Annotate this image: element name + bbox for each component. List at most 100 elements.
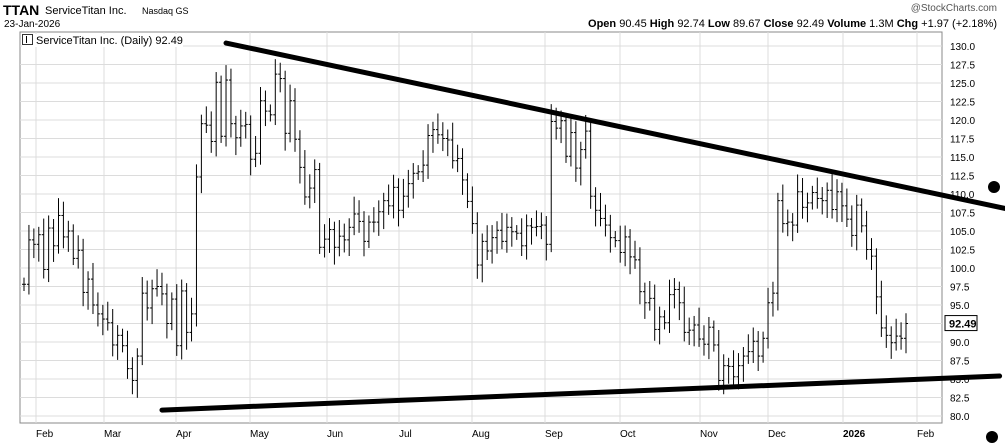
ohlc-bar <box>815 177 820 209</box>
open-value: 90.45 <box>619 18 647 30</box>
ohlc-bar <box>283 70 288 151</box>
ohlc-bar <box>347 218 352 257</box>
ohlc-bar <box>544 216 549 261</box>
ohlc-bar <box>233 115 238 156</box>
ohlc-bar <box>465 173 470 209</box>
ohlc-bar <box>667 279 672 333</box>
ohlc-bar <box>711 320 716 352</box>
ohlc-bar <box>273 59 278 126</box>
ohlc-bar <box>51 219 56 262</box>
last-price-box <box>944 315 978 332</box>
ohlc-bar <box>90 262 95 315</box>
ohlc-bar <box>874 248 879 315</box>
company-name: ServiceTitan Inc. <box>45 5 127 17</box>
ohlc-bar <box>376 200 381 236</box>
ohlc-bar <box>76 235 81 269</box>
ohlc-bar <box>682 286 687 342</box>
ohlc-bar <box>637 247 642 305</box>
ohlc-bar <box>22 277 26 291</box>
high-label: High <box>649 18 675 30</box>
stockcharts-watermark: @StockCharts.com <box>910 3 997 14</box>
ohlc-bar <box>701 325 706 356</box>
ohlc-bar <box>731 350 736 386</box>
ohlc-bar <box>687 317 692 345</box>
close-value: 92.49 <box>796 18 825 30</box>
close-label: Close <box>763 18 794 30</box>
ohlc-bar <box>238 109 243 147</box>
trendline-upper <box>223 40 1005 211</box>
legend-label: ServiceTitan Inc. (Daily) 92.49 <box>36 35 183 47</box>
ohlc-bar <box>657 306 662 345</box>
high-value: 92.74 <box>677 18 705 30</box>
ohlc-bar <box>568 117 573 167</box>
ohlc-bar <box>184 283 189 350</box>
ohlc-bar <box>775 192 780 311</box>
ohlc-bar <box>130 357 135 395</box>
ohlc-bar <box>278 62 283 93</box>
chart-corner-marker <box>986 431 998 443</box>
ohlc-bar <box>268 104 273 122</box>
ohlc-bar <box>214 72 219 157</box>
ohlc-bar <box>770 281 775 317</box>
ohlc-bar <box>110 308 115 357</box>
ohlc-bar <box>889 326 894 359</box>
ohlc-bar <box>539 212 544 240</box>
ohlc-bar <box>416 165 421 180</box>
ohlc-bar <box>677 281 682 321</box>
ohlc-bar <box>248 115 253 176</box>
ohlc-bar <box>357 200 362 233</box>
ohlc-bar <box>529 217 534 245</box>
ohlc-bar <box>66 220 71 252</box>
ohlc-bar <box>243 111 248 139</box>
ohlc-bar <box>81 238 86 307</box>
ohlc-bar <box>297 130 302 184</box>
x-tick-label: Apr <box>176 429 192 440</box>
chg-label: Chg <box>896 18 919 30</box>
ohlc-bar <box>514 225 519 240</box>
ohlc-bar <box>830 174 835 219</box>
ohlc-bar <box>618 225 623 263</box>
ohlc-bar <box>854 194 859 251</box>
ohlc-bar <box>366 215 371 249</box>
y-tick-label: 122.5 <box>950 98 975 109</box>
y-tick-label: 107.5 <box>950 209 975 220</box>
ohlc-bar <box>386 184 391 215</box>
y-tick-label: 130.0 <box>950 42 975 53</box>
ohlc-bar <box>228 68 233 138</box>
ohlc-bar <box>253 135 258 168</box>
y-tick-label: 97.5 <box>950 283 970 294</box>
ohlc-bar <box>179 279 184 360</box>
ohlc-bar <box>509 217 514 247</box>
y-tick-label: 125.0 <box>950 79 975 90</box>
ohlc-bar <box>327 218 332 253</box>
ohlc-bar <box>839 182 844 222</box>
ohlc-bar <box>401 178 406 219</box>
ohlc-bar <box>155 269 160 297</box>
ohlc-bar <box>435 113 440 144</box>
y-tick-label: 82.5 <box>950 394 970 405</box>
ohlc-bar <box>534 210 539 237</box>
ohlc-bar <box>756 331 761 372</box>
y-tick-label: 80.0 <box>950 412 970 423</box>
x-tick-label: Aug <box>472 429 490 440</box>
ohlc-bar <box>904 313 908 354</box>
ohlc-bar <box>884 315 889 348</box>
ohlc-bar <box>209 111 214 153</box>
ohlc-bar <box>86 271 91 310</box>
ohlc-bar <box>381 192 386 230</box>
y-tick-label: 85.0 <box>950 375 970 386</box>
ohlc-bar <box>652 284 657 341</box>
ohlc-bar <box>189 297 194 342</box>
ohlc-bar <box>307 174 312 209</box>
chart-header: TTAN ServiceTitan Inc. Nasdaq GS 23-Jan-… <box>0 0 1005 32</box>
ohlc-bar <box>519 218 524 257</box>
ohlc-bar <box>894 318 899 351</box>
ohlc-bar <box>26 224 31 295</box>
ticker-symbol: TTAN <box>3 2 40 18</box>
ohlc-bar <box>371 207 376 233</box>
ohlc-bar-icon <box>22 34 33 45</box>
ohlc-bar <box>164 283 169 339</box>
x-tick-label: May <box>250 429 269 440</box>
low-label: Low <box>707 18 730 30</box>
